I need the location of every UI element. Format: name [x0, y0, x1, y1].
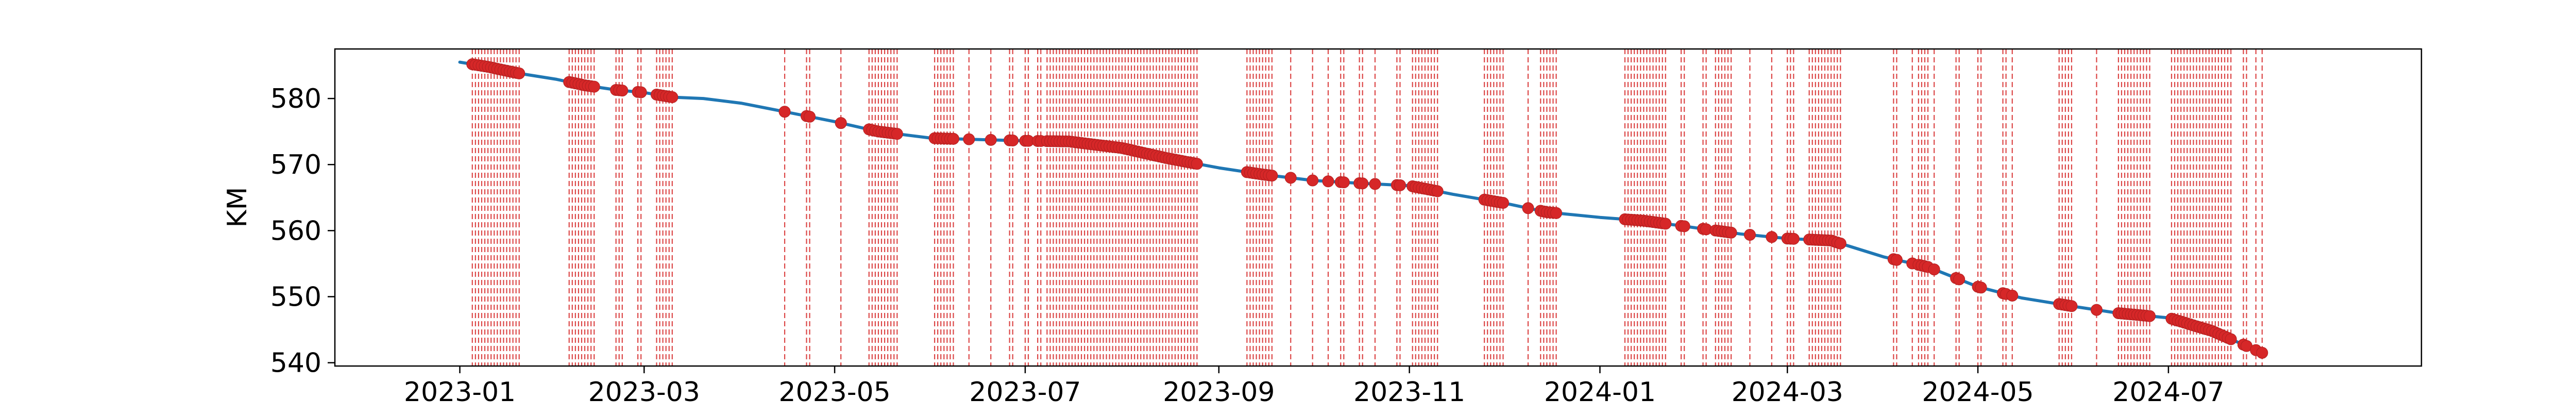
x-axis: 2023-01 2023-03 2023-05 2023-07 2023-09 2023-…: [404, 366, 2225, 408]
event-point: [963, 133, 975, 145]
event-point: [588, 80, 600, 93]
event-point: [2225, 333, 2237, 345]
event-point: [1266, 170, 1278, 182]
y-tick-label: 580: [270, 84, 321, 114]
event-point: [985, 134, 997, 146]
event-point: [1743, 229, 1756, 241]
event-point: [1431, 185, 1444, 197]
event-point: [891, 128, 903, 140]
x-tick-label: 2024-01: [1544, 377, 1656, 408]
event-point: [1191, 158, 1203, 170]
event-point: [1394, 179, 1406, 191]
x-tick-label: 2024-03: [1732, 377, 1843, 408]
event-point: [513, 67, 526, 79]
event-point: [1497, 197, 1510, 209]
plot-area-frame: [334, 48, 2422, 367]
y-tick-label: 540: [270, 348, 321, 379]
event-point: [1766, 231, 1778, 243]
event-point: [1678, 220, 1690, 233]
event-point: [1928, 263, 1940, 276]
event-point: [1337, 176, 1350, 189]
y-axis: 540 550 560 570 580: [270, 84, 335, 379]
x-tick-label: 2023-07: [969, 377, 1081, 408]
event-point: [1357, 177, 1369, 190]
event-point: [947, 132, 959, 145]
event-point: [1659, 218, 1672, 230]
event-point: [2006, 289, 2019, 302]
y-tick-label: 570: [270, 150, 321, 180]
event-point: [1890, 254, 1903, 266]
event-point: [1953, 273, 1965, 286]
event-point: [1369, 178, 1381, 190]
x-tick-label: 2023-09: [1163, 377, 1275, 408]
event-point: [2256, 346, 2268, 359]
event-point: [1834, 237, 1846, 250]
event-point: [835, 117, 847, 129]
event-point: [1787, 233, 1800, 245]
x-tick-label: 2023-05: [778, 377, 890, 408]
event-point: [666, 91, 679, 104]
event-point: [1307, 174, 1319, 187]
event-point: [2065, 300, 2078, 312]
event-point: [2144, 310, 2156, 322]
event-point: [1522, 202, 1534, 214]
event-point: [616, 85, 629, 97]
y-tick-label: 560: [270, 215, 321, 246]
event-point: [1322, 175, 1334, 188]
event-point: [804, 110, 816, 123]
event-point: [1284, 172, 1297, 184]
event-point: [2090, 304, 2103, 316]
y-axis-label: KM: [222, 187, 253, 228]
x-tick-label: 2023-01: [404, 377, 516, 408]
event-point: [1725, 226, 1737, 239]
y-tick-label: 550: [270, 281, 321, 312]
event-point: [635, 86, 647, 98]
event-point: [1975, 281, 1987, 294]
event-points: [466, 58, 2268, 359]
event-point: [778, 106, 791, 118]
event-point: [1550, 207, 1563, 219]
x-tick-label: 2024-05: [1922, 377, 2033, 408]
x-tick-label: 2023-11: [1353, 377, 1465, 408]
x-tick-label: 2024-07: [2112, 377, 2224, 408]
event-point: [1007, 134, 1019, 146]
x-tick-label: 2023-03: [588, 377, 700, 408]
